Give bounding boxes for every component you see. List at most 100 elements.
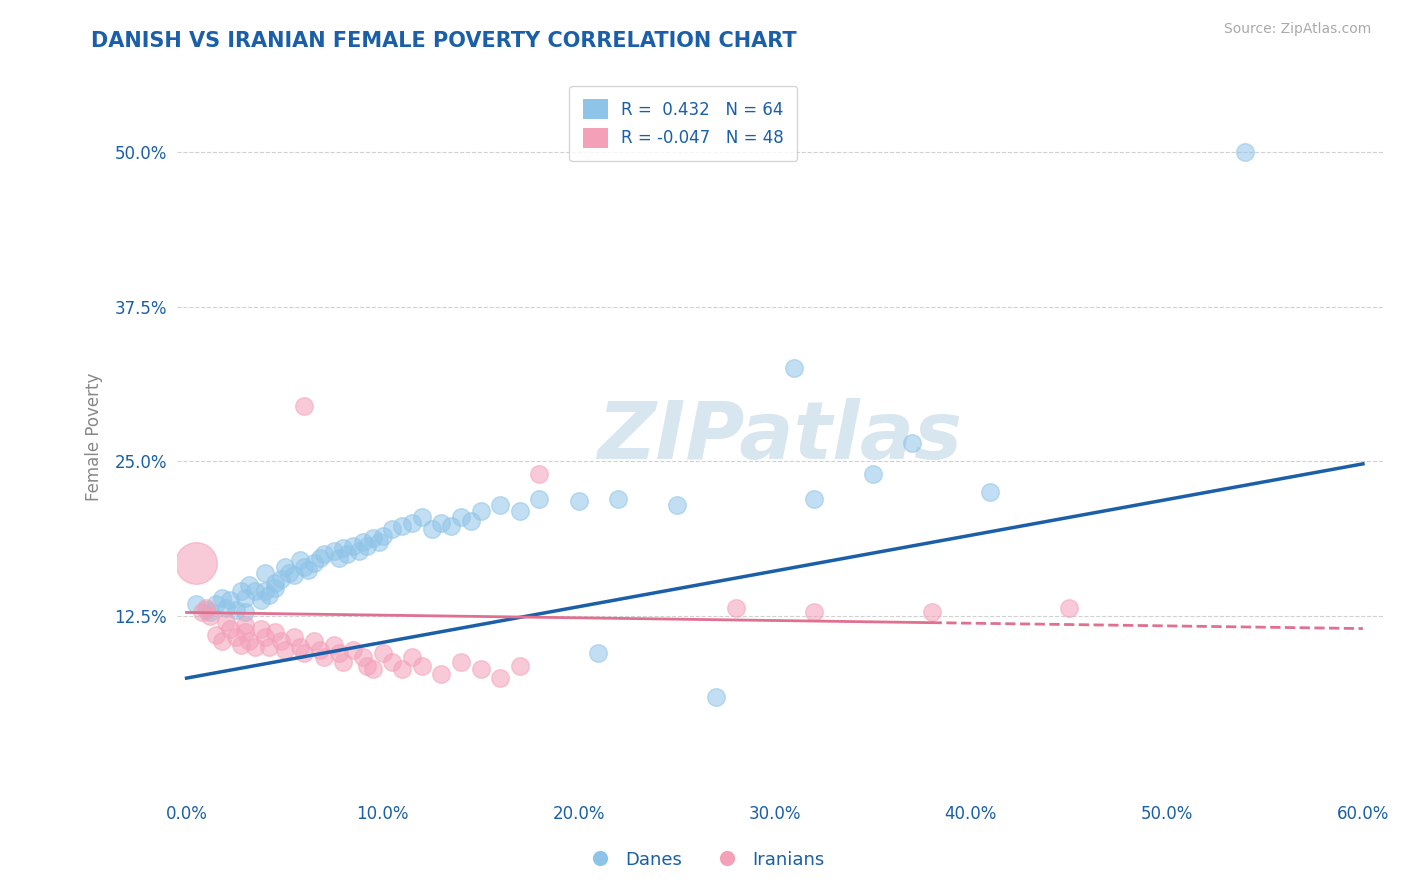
Point [257, 640, 280, 654]
Point [215, 615, 238, 630]
Point [312, 650, 335, 665]
Point [361, 662, 384, 676]
Point [342, 539, 364, 553]
Point [367, 534, 389, 549]
Point [215, 600, 238, 615]
Text: ZIPatlas: ZIPatlas [598, 398, 962, 475]
Point [263, 625, 285, 640]
Point [277, 566, 299, 580]
Point [309, 642, 332, 657]
Point [290, 553, 312, 567]
Point [235, 618, 257, 632]
Point [371, 529, 394, 543]
Point [263, 581, 285, 595]
Point [273, 559, 295, 574]
Point [588, 646, 610, 660]
Point [724, 600, 747, 615]
Point [283, 568, 305, 582]
Point [198, 609, 221, 624]
Point [391, 662, 413, 676]
Point [292, 559, 315, 574]
Point [401, 650, 423, 665]
Point [218, 593, 240, 607]
Point [270, 634, 292, 648]
Point [352, 534, 374, 549]
Point [186, 597, 208, 611]
Point [309, 551, 332, 566]
Point [606, 491, 628, 506]
Legend: R =  0.432   N = 64, R = -0.047   N = 48: R = 0.432 N = 64, R = -0.047 N = 48 [569, 86, 797, 161]
Point [391, 518, 413, 533]
Point [901, 435, 924, 450]
Point [263, 575, 285, 590]
Point [665, 498, 688, 512]
Point [302, 556, 325, 570]
Text: DANISH VS IRANIAN FEMALE POVERTY CORRELATION CHART: DANISH VS IRANIAN FEMALE POVERTY CORRELA… [91, 31, 797, 51]
Point [529, 467, 551, 481]
Point [862, 467, 884, 481]
Point [381, 523, 404, 537]
Point [336, 547, 359, 561]
Point [231, 638, 253, 652]
Point [1057, 600, 1080, 615]
Point [238, 634, 260, 648]
Point [411, 658, 433, 673]
Point [342, 642, 364, 657]
Point [198, 606, 221, 620]
Point [420, 523, 443, 537]
Point [292, 646, 315, 660]
Point [218, 622, 240, 636]
Point [292, 399, 315, 413]
Point [225, 630, 247, 644]
Point [371, 646, 394, 660]
Point [253, 630, 276, 644]
Point [347, 543, 370, 558]
Point [356, 539, 378, 553]
Point [322, 543, 344, 558]
Point [195, 603, 218, 617]
Point [243, 640, 266, 654]
Point [921, 606, 943, 620]
Legend: Danes, Iranians: Danes, Iranians [574, 844, 832, 876]
Point [205, 628, 228, 642]
Point [401, 516, 423, 531]
Point [322, 638, 344, 652]
Point [257, 588, 280, 602]
Point [332, 655, 354, 669]
Point [302, 634, 325, 648]
Point [253, 584, 276, 599]
Point [211, 634, 233, 648]
Point [568, 494, 591, 508]
Point [361, 531, 384, 545]
Text: Source: ZipAtlas.com: Source: ZipAtlas.com [1223, 22, 1371, 37]
Point [356, 658, 378, 673]
Point [509, 658, 531, 673]
Point [979, 485, 1001, 500]
Point [253, 566, 276, 580]
Point [430, 516, 453, 531]
Point [250, 622, 273, 636]
Point [460, 514, 482, 528]
Point [332, 541, 354, 555]
Point [211, 591, 233, 605]
Point [450, 655, 472, 669]
Point [470, 504, 492, 518]
Point [704, 690, 727, 704]
Point [381, 655, 404, 669]
Point [273, 642, 295, 657]
Point [290, 640, 312, 654]
Point [529, 491, 551, 506]
Point [231, 584, 253, 599]
Point [283, 630, 305, 644]
Point [191, 606, 214, 620]
Point [238, 578, 260, 592]
Point [243, 584, 266, 599]
Y-axis label: Female Poverty: Female Poverty [86, 373, 103, 500]
Point [352, 650, 374, 665]
Point [328, 551, 350, 566]
Point [430, 667, 453, 681]
Point [803, 491, 825, 506]
Point [411, 510, 433, 524]
Point [328, 646, 350, 660]
Point [235, 606, 257, 620]
